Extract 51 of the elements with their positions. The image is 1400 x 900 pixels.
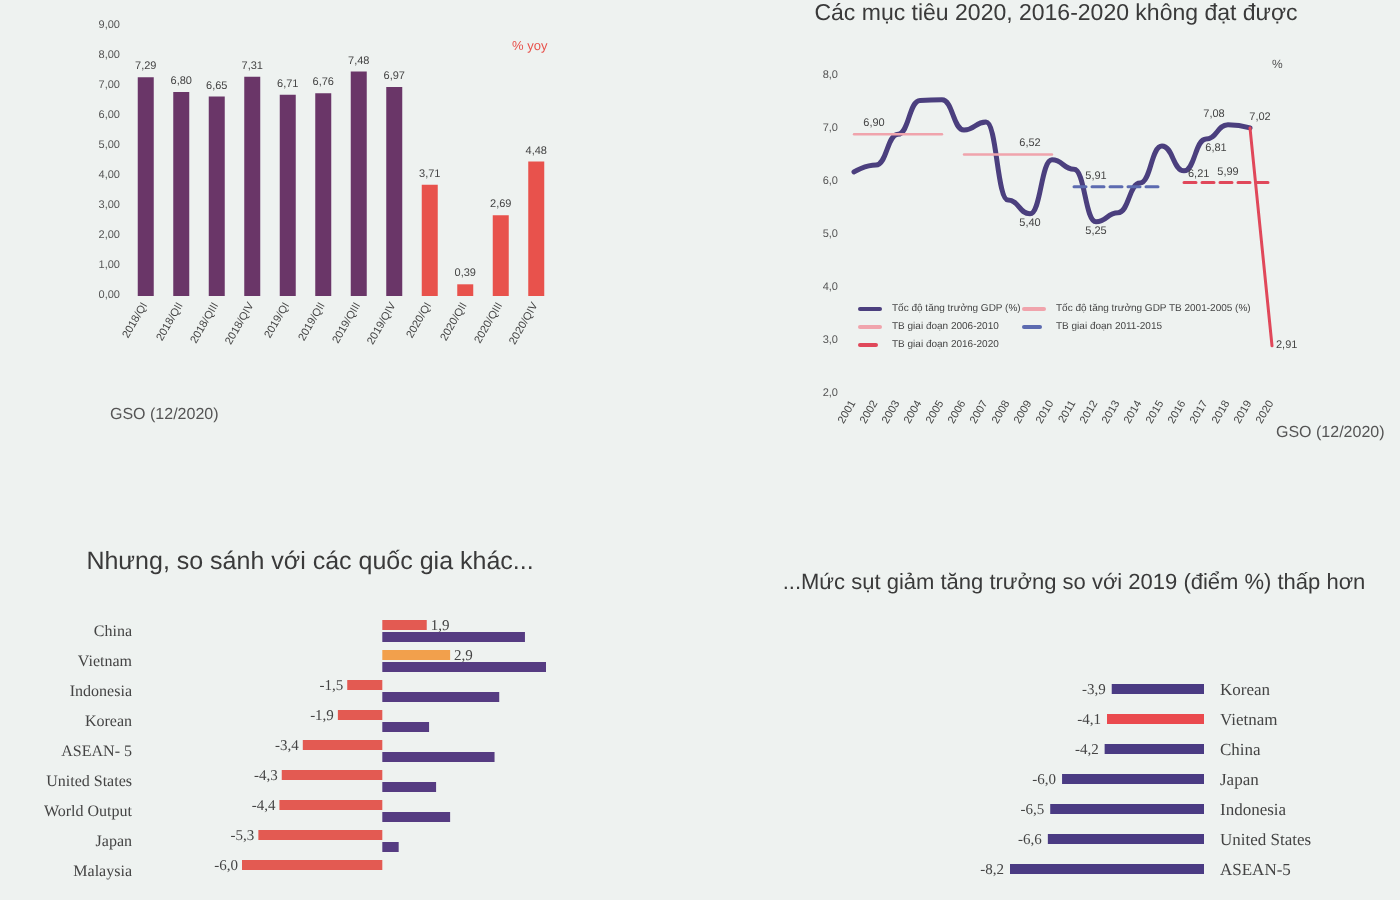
chart-title: Các mục tiêu 2020, 2016-2020 không đạt được xyxy=(814,2,1299,26)
bar xyxy=(337,710,383,720)
bar xyxy=(244,76,261,296)
bar xyxy=(382,650,451,660)
bar xyxy=(421,184,438,296)
y-tick-label: United States xyxy=(1220,829,1312,849)
y-tick-label: Indonesia xyxy=(1220,799,1287,819)
text: GSO (12/2020) xyxy=(110,405,220,423)
bar xyxy=(173,92,190,296)
bar xyxy=(347,680,383,690)
chart-title: Nhưng, so sánh với các quốc gia khác... xyxy=(86,547,534,575)
bar xyxy=(492,215,509,296)
y-tick-label: United States xyxy=(46,772,132,790)
bar xyxy=(258,830,383,840)
bar xyxy=(350,71,367,296)
y-tick-label: Indonesia xyxy=(69,682,133,700)
y-tick-label: Japan xyxy=(1220,769,1261,789)
bar xyxy=(279,94,296,296)
bar xyxy=(302,740,383,750)
bar xyxy=(382,842,399,852)
bar xyxy=(382,632,525,642)
bar xyxy=(528,161,545,296)
y-tick-label: China xyxy=(93,622,133,640)
bar xyxy=(137,77,154,296)
y-tick-label: China xyxy=(1220,739,1262,759)
bar xyxy=(279,800,383,810)
bar xyxy=(382,620,427,630)
chart-title: ...Mức sụt giảm tăng trưởng so với 2019 (điểm %) thấp hơn xyxy=(782,571,1366,595)
bar xyxy=(382,752,495,762)
bar xyxy=(382,722,430,732)
bar xyxy=(208,96,225,296)
bar xyxy=(382,662,546,672)
y-tick-label: Japan xyxy=(95,832,132,850)
line-series xyxy=(851,97,1253,225)
text: GSO (12/2020) xyxy=(1276,423,1386,441)
y-tick-label: Vietnam xyxy=(1220,709,1279,729)
bar xyxy=(242,860,383,870)
bar xyxy=(457,284,474,296)
bar xyxy=(382,782,437,792)
bar xyxy=(386,86,403,296)
bar xyxy=(382,812,451,822)
bar xyxy=(382,692,500,702)
y-tick-label: Korean xyxy=(1220,679,1272,699)
y-tick-label: ASEAN-5 xyxy=(1220,859,1291,879)
bar xyxy=(315,93,332,296)
y-tick-label: Malaysia xyxy=(73,862,133,880)
y-tick-label: ASEAN- 5 xyxy=(61,742,132,760)
y-tick-label: Vietnam xyxy=(77,652,134,670)
bar xyxy=(281,770,383,780)
y-tick-label: Korean xyxy=(84,712,132,730)
y-tick-label: World Output xyxy=(43,802,134,820)
